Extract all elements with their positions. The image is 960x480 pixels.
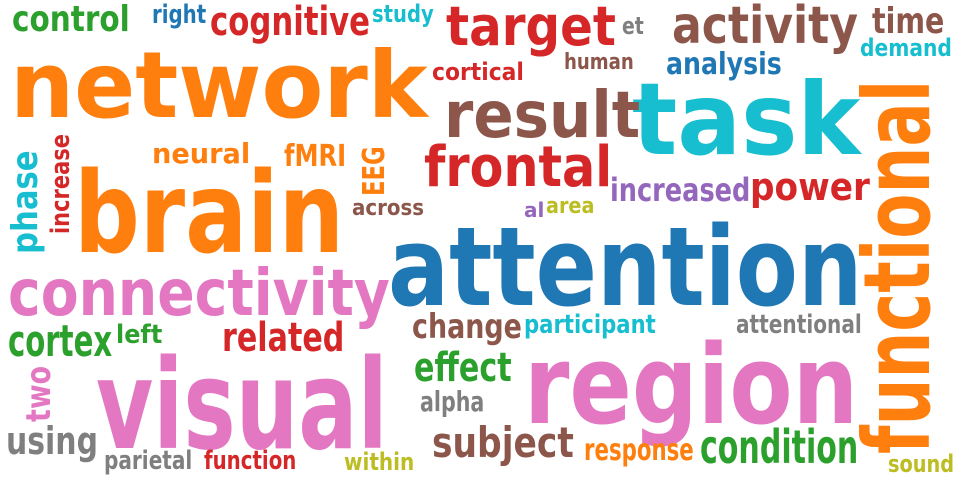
word-study: study xyxy=(372,0,434,28)
word-effect: effect xyxy=(414,345,512,391)
word-functional: functional xyxy=(844,79,951,455)
word-et: et xyxy=(622,12,644,40)
word-human: human xyxy=(564,50,634,75)
word-phase: phase xyxy=(5,150,46,254)
word-participant: participant xyxy=(524,310,656,340)
word-cortical: cortical xyxy=(432,58,524,86)
word-subject: subject xyxy=(432,418,574,467)
word-left: left xyxy=(116,320,163,350)
word-control: control xyxy=(12,0,130,40)
word-sound: sound xyxy=(888,450,955,478)
word-increased: increased xyxy=(610,171,751,209)
word-within: within xyxy=(344,448,415,476)
word-time: time xyxy=(872,1,945,42)
word-change: change xyxy=(412,307,522,347)
word-region: region xyxy=(524,321,859,449)
word-activity: activity xyxy=(672,0,859,56)
word-brain: brain xyxy=(74,149,345,279)
word-parietal: parietal xyxy=(104,446,193,476)
word-neural: neural xyxy=(152,137,251,170)
word-target: target xyxy=(446,0,616,58)
word-result: result xyxy=(444,79,641,153)
word-related: related xyxy=(222,315,345,361)
word-area: area xyxy=(546,194,595,219)
word-alpha: alpha xyxy=(420,385,485,418)
word-demand: demand xyxy=(860,34,952,62)
word-visual: visual xyxy=(96,334,388,478)
word-power: power xyxy=(750,165,870,209)
word-frontal: frontal xyxy=(424,135,613,200)
word-using: using xyxy=(6,419,98,463)
word-network: network xyxy=(10,32,428,139)
word-two: two xyxy=(19,365,59,422)
word-eeg: EEG xyxy=(357,146,392,196)
word-fmri: fMRI xyxy=(284,139,347,174)
word-attention: attention xyxy=(388,203,863,331)
word-attentional: attentional xyxy=(736,310,862,340)
word-right: right xyxy=(152,0,207,30)
word-across: across xyxy=(352,196,425,221)
word-task: task xyxy=(632,61,861,178)
word-cognitive: cognitive xyxy=(210,0,371,45)
word-cortex: cortex xyxy=(8,316,113,367)
word-response: response xyxy=(584,433,694,468)
word-analysis: analysis xyxy=(666,47,782,82)
word-al: al xyxy=(524,198,545,222)
word-function: function xyxy=(204,446,297,476)
word-connectivity: connectivity xyxy=(8,257,390,331)
word-increase: increase xyxy=(46,134,76,234)
word-condition: condition xyxy=(700,420,859,474)
